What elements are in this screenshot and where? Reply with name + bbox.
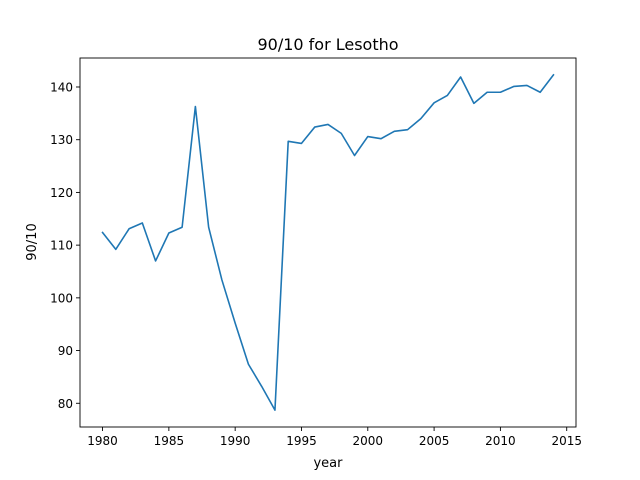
y-tick-label-110: 110 bbox=[50, 239, 73, 253]
axes-frame bbox=[79, 57, 577, 428]
x-tick-label-1985: 1985 bbox=[154, 434, 185, 448]
y-tick-label-120: 120 bbox=[50, 186, 73, 200]
y-tick-label-90: 90 bbox=[58, 344, 73, 358]
y-tick-label-80: 80 bbox=[58, 397, 73, 411]
x-tick-label-1990: 1990 bbox=[220, 434, 251, 448]
x-tick-label-1995: 1995 bbox=[286, 434, 317, 448]
chart-title: 90/10 for Lesotho bbox=[257, 35, 398, 54]
x-tick-label-2010: 2010 bbox=[485, 434, 516, 448]
x-tick-label-2015: 2015 bbox=[551, 434, 582, 448]
plot-area: 1980 1985 1990 1995 2000 2005 2010 2015 80 90 100 1… bbox=[50, 57, 582, 448]
x-axis-label: year bbox=[313, 456, 343, 471]
y-axis-label: 90/10 bbox=[25, 223, 40, 260]
x-tick-label-1980: 1980 bbox=[87, 434, 118, 448]
x-tick-label-2005: 2005 bbox=[419, 434, 450, 448]
x-tick-label-2000: 2000 bbox=[353, 434, 384, 448]
y-tick-label-100: 100 bbox=[50, 291, 73, 305]
y-tick-label-130: 130 bbox=[50, 133, 73, 147]
series-line-0 bbox=[101, 73, 555, 411]
y-tick-label-140: 140 bbox=[50, 80, 73, 94]
